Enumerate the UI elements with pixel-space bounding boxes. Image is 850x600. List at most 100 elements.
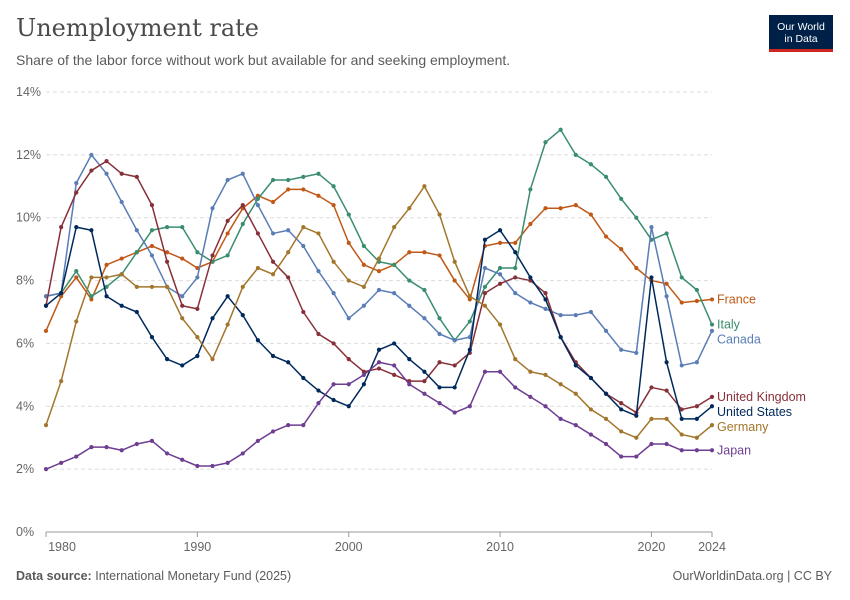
data-point-germany [392,225,397,230]
data-point-united-kingdom [104,159,109,164]
owid-logo[interactable]: Our World in Data [769,15,833,52]
data-point-germany [195,335,200,340]
data-point-canada [407,303,412,308]
data-point-italy [588,162,594,167]
data-point-japan [603,441,609,447]
data-point-united-kingdom [346,357,351,362]
data-point-japan [467,404,472,409]
data-point-canada [422,316,427,321]
data-point-japan [195,463,200,469]
data-point-canada [543,306,548,311]
data-point-canada [679,363,684,368]
data-point-germany [513,357,518,362]
data-point-united-states [407,357,412,362]
data-point-japan [43,467,49,472]
data-point-germany [497,322,503,327]
data-point-italy [270,177,276,183]
data-point-germany [407,206,412,211]
y-tick-label: 2% [16,462,34,476]
data-point-france [104,262,109,267]
data-point-italy [573,152,578,157]
data-point-germany [573,391,578,396]
data-point-japan [346,382,351,387]
data-point-france [407,250,412,255]
data-point-france [528,221,533,227]
x-tick-label: 2000 [335,540,363,554]
series-label-italy: Italy [717,318,741,332]
data-point-united-kingdom [422,379,427,384]
credit-link[interactable]: OurWorldinData.org | CC BY [672,569,832,583]
data-point-france [679,300,684,305]
data-point-italy [195,250,200,255]
data-point-canada [119,199,124,205]
data-point-united-states [634,413,639,418]
data-point-united-states [619,407,624,412]
data-point-italy [164,225,170,230]
data-point-germany [331,259,336,264]
x-tick-label: 1990 [183,540,211,554]
data-point-united-states [301,375,306,381]
y-tick-label: 14% [16,85,41,99]
data-point-united-kingdom [664,388,669,393]
data-point-united-states [195,353,200,359]
data-point-france [376,269,382,274]
data-point-united-states [392,341,397,346]
data-point-united-states [679,416,684,421]
data-point-united-states [104,294,109,299]
data-point-france [437,253,442,258]
data-point-germany [437,212,442,217]
data-point-japan [286,423,291,428]
data-point-united-kingdom [361,369,366,374]
data-point-germany [361,284,366,289]
data-point-japan [225,460,230,465]
data-point-united-states [134,309,139,315]
data-point-canada [558,313,563,318]
data-point-germany [679,432,684,437]
data-point-germany [558,382,563,387]
data-point-canada [210,206,215,211]
data-point-united-kingdom [392,372,397,377]
data-point-italy [543,140,548,145]
data-point-italy [407,278,412,283]
data-point-united-kingdom [619,401,624,406]
data-point-italy [467,319,472,324]
data-point-germany [301,225,306,230]
data-point-united-kingdom [694,404,699,409]
data-point-canada [513,291,518,296]
data-point-germany [694,435,699,440]
data-point-france [331,203,336,208]
data-point-germany [104,275,109,280]
y-tick-label: 0% [16,525,34,539]
data-point-japan [407,382,412,387]
data-point-united-kingdom [376,366,382,371]
y-tick-label: 12% [16,148,41,162]
data-point-canada [361,303,366,308]
data-point-japan [119,448,124,453]
data-source-text[interactable]: International Monetary Fund (2025) [95,569,292,583]
data-point-japan [679,448,684,453]
data-point-united-states [437,385,442,390]
data-point-united-states [694,416,699,421]
data-point-united-kingdom [164,259,170,264]
data-point-germany [709,423,715,428]
data-point-italy [437,316,442,321]
data-point-germany [59,379,64,384]
data-source-label: Data source: [16,569,92,583]
data-point-united-kingdom [497,281,503,286]
data-point-united-states [588,375,594,381]
data-point-germany [134,284,139,289]
y-tick-label: 10% [16,211,41,225]
data-point-germany [528,369,533,374]
data-point-canada [316,269,321,274]
data-point-united-states [270,353,276,359]
data-point-canada [74,181,79,186]
data-point-canada [240,171,245,176]
data-point-canada [286,228,291,233]
data-point-united-states [331,397,336,403]
data-point-canada [437,331,442,337]
data-point-france [634,265,639,271]
data-point-japan [452,410,457,415]
data-point-united-kingdom [301,309,306,315]
data-point-germany [240,284,245,289]
